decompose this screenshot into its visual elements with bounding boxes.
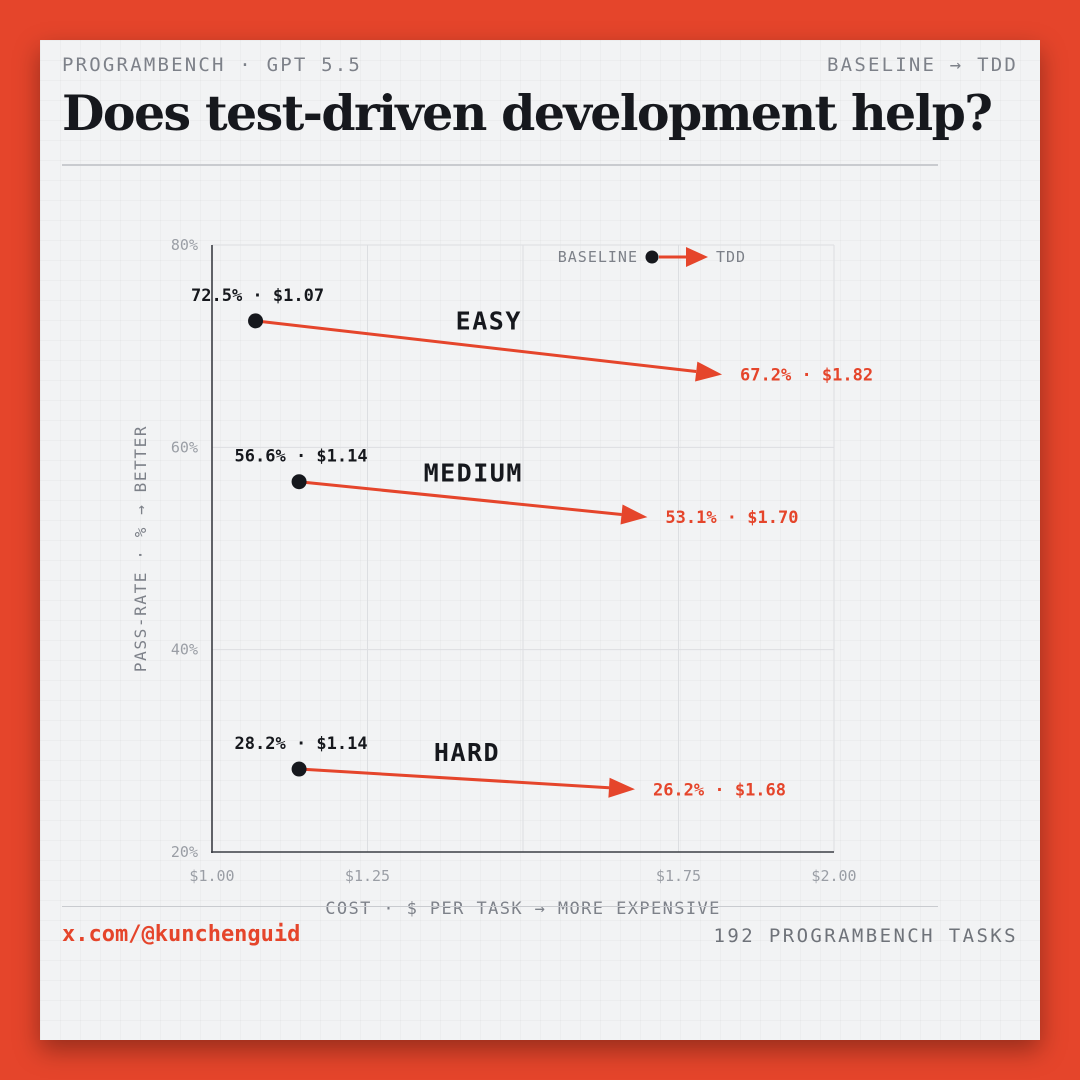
medium-tdd-label: 53.1% · $1.70 [665,508,798,528]
header-divider [62,164,938,166]
hard-tdd-label: 26.2% · $1.68 [653,780,786,800]
y-tick-label: 80% [171,236,198,254]
page-title: Does test-driven development help? [62,84,993,142]
medium-arrow-line [298,480,622,517]
y-tick-label: 40% [171,641,198,659]
author-handle-link[interactable]: x.com/@kunchenguid [62,922,301,947]
medium-baseline-label: 56.6% · $1.14 [235,447,368,467]
kicker-comparison: BASELINE → TDD [827,54,1018,76]
medium-arrowhead [620,504,648,525]
legend-arrowhead [686,247,708,267]
easy-baseline-point [248,313,264,329]
chart-card [40,40,1040,1040]
task-count-note: 192 PROGRAMBENCH TASKS [713,925,1018,947]
easy-tdd-label: 67.2% · $1.82 [740,365,873,385]
hard-arrowhead [608,777,635,798]
medium-group-label: MEDIUM [424,458,523,487]
easy-arrow-line [255,319,697,374]
legend-baseline-label: BASELINE [558,248,638,266]
y-axis-title: PASS-RATE · % → BETTER [131,425,150,672]
easy-arrowhead [695,361,723,382]
kicker-source: PROGRAMBENCH · GPT 5.5 [62,54,363,76]
hard-baseline-label: 28.2% · $1.14 [235,734,368,754]
hard-baseline-point [291,761,307,777]
legend-tdd-label: TDD [716,248,746,266]
legend-baseline-dot [645,250,659,264]
easy-group-label: EASY [456,307,522,336]
hard-group-label: HARD [434,738,500,767]
medium-baseline-point [291,474,307,490]
easy-baseline-label: 72.5% · $1.07 [191,286,324,306]
x-tick-label: $2.00 [811,867,856,885]
x-tick-label: $1.00 [189,867,234,885]
y-tick-label: 60% [171,438,198,456]
y-tick-label: 20% [171,843,198,861]
hard-arrow-line [298,767,610,790]
x-tick-label: $1.75 [656,867,701,885]
footer-divider [62,906,938,907]
x-axis-title: COST · $ PER TASK → MORE EXPENSIVE [325,899,721,919]
x-tick-label: $1.25 [345,867,390,885]
